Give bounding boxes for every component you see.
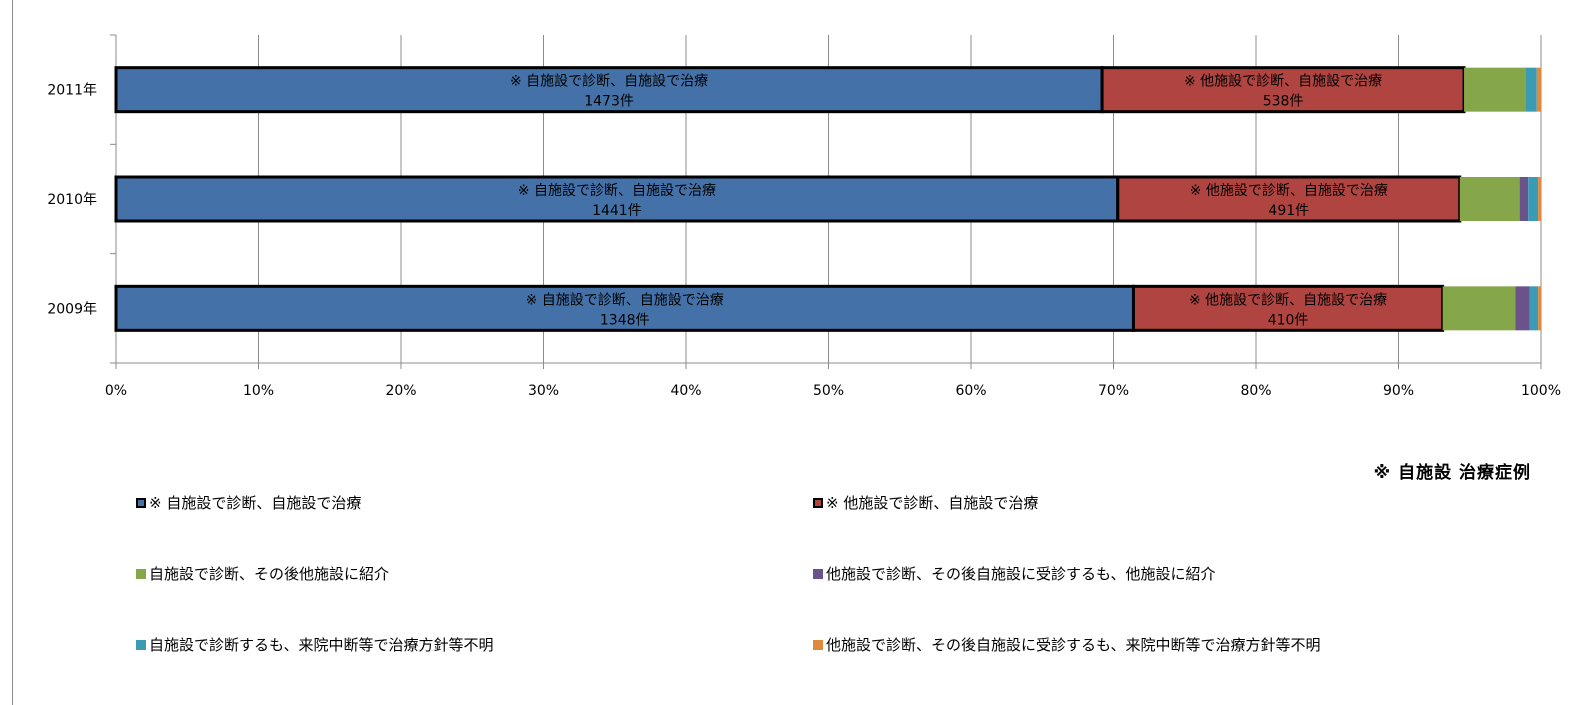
x-tick-label: 0%	[105, 383, 127, 399]
x-tick-labels: 0% 10% 20% 30% 40% 50% 60% 70% 80% 90% 100%	[105, 383, 1561, 399]
bar-data-label: 1473件	[584, 94, 634, 110]
legend-label: 自施設で診断するも、来院中断等で治療方針等不明	[149, 636, 494, 654]
bar-segment	[1116, 175, 1462, 223]
x-tick-label: 80%	[1240, 383, 1271, 399]
x-tick-label: 90%	[1383, 383, 1414, 399]
bar-segment	[1442, 286, 1516, 331]
bar-segment	[1528, 177, 1539, 221]
bar-segment	[114, 175, 1120, 223]
bar-segment	[114, 284, 1135, 332]
bar-data-label: 491件	[1268, 203, 1309, 219]
x-tick-label: 60%	[955, 383, 986, 399]
category-label: 2011年	[47, 83, 97, 99]
legend-label: 自施設で診断、その後他施設に紹介	[149, 565, 390, 583]
category-label: 2010年	[47, 192, 97, 208]
bar-segment	[1525, 67, 1537, 112]
bar-data-label: 410件	[1268, 312, 1309, 328]
bar-segment	[1538, 177, 1541, 221]
x-tick-label: 50%	[813, 383, 844, 399]
legend-swatch	[136, 568, 146, 579]
bars	[114, 66, 1541, 332]
x-tick-label: 100%	[1521, 383, 1561, 399]
x-tick-label: 70%	[1098, 383, 1129, 399]
legend-item: ※ 自施設で診断、自施設で治療	[136, 492, 361, 513]
bar-segment	[114, 66, 1104, 114]
category-label: 2009年	[47, 301, 97, 317]
legend-swatch	[813, 568, 823, 579]
x-tick-label: 20%	[385, 383, 416, 399]
legend-swatch	[136, 639, 146, 650]
category-labels: 2011年 2010年 2009年	[47, 83, 97, 318]
legend-item: 他施設で診断、その後自施設に受診するも、他施設に紹介	[813, 563, 1216, 584]
bar-data-label: ※ 他施設で診断、自施設で治療	[1184, 73, 1382, 90]
chart-note: ※ 自施設 治療症例	[1373, 463, 1531, 483]
bar-segment	[1131, 284, 1445, 332]
legend-item: 自施設で診断、その後他施設に紹介	[136, 563, 389, 584]
legend-label: 他施設で診断、その後自施設に受診するも、他施設に紹介	[826, 565, 1216, 583]
bar-data-label: 1348件	[600, 312, 650, 328]
bar-segment	[1515, 286, 1530, 331]
legend-label: ※ 自施設で診断、自施設で治療	[149, 494, 362, 512]
bar-data-label: ※ 他施設で診断、自施設で治療	[1190, 182, 1388, 199]
bar-segment	[1529, 286, 1539, 331]
legend-item: 他施設で診断、その後自施設に受診するも、来院中断等で治療方針等不明	[813, 634, 1321, 655]
legend-item: 自施設で診断するも、来院中断等で治療方針等不明	[136, 634, 494, 655]
x-tick-label: 40%	[670, 383, 701, 399]
bar-data-label: ※ 自施設で診断、自施設で治療	[526, 291, 724, 308]
legend-swatch	[813, 639, 823, 650]
legend-label: ※ 他施設で診断、自施設で治療	[826, 494, 1039, 512]
bar-segment	[1538, 286, 1541, 331]
bar-data-label: ※ 自施設で診断、自施設で治療	[518, 182, 716, 199]
legend-swatch	[136, 497, 146, 508]
bar-data-label: ※ 自施設で診断、自施設で治療	[510, 73, 708, 90]
legend-label: 他施設で診断、その後自施設に受診するも、来院中断等で治療方針等不明	[826, 636, 1321, 654]
data-labels: ※ 自施設で診断、自施設で治療 1473件 ※ 他施設で診断、自施設で治療 538件 ※…	[510, 73, 1388, 329]
frame-line	[12, 0, 13, 705]
legend-swatch	[813, 497, 823, 508]
bar-segment	[1536, 67, 1541, 112]
bar-segment	[1459, 177, 1520, 221]
x-tick-label: 30%	[528, 383, 559, 399]
legend-item: ※ 他施設で診断、自施設で治療	[813, 492, 1038, 513]
bar-segment	[1519, 177, 1529, 221]
bar-segment	[1100, 66, 1466, 114]
bar-segment	[1464, 67, 1526, 112]
bar-data-label: 538件	[1263, 94, 1304, 110]
stacked-bar-chart: ※ 自施設で診断、自施設で治療 1473件 ※ 他施設で診断、自施設で治療 538件 ※…	[47, 34, 1561, 399]
bar-data-label: ※ 他施設で診断、自施設で治療	[1189, 291, 1387, 308]
x-tick-label: 10%	[243, 383, 274, 399]
bar-data-label: 1441件	[592, 203, 642, 219]
